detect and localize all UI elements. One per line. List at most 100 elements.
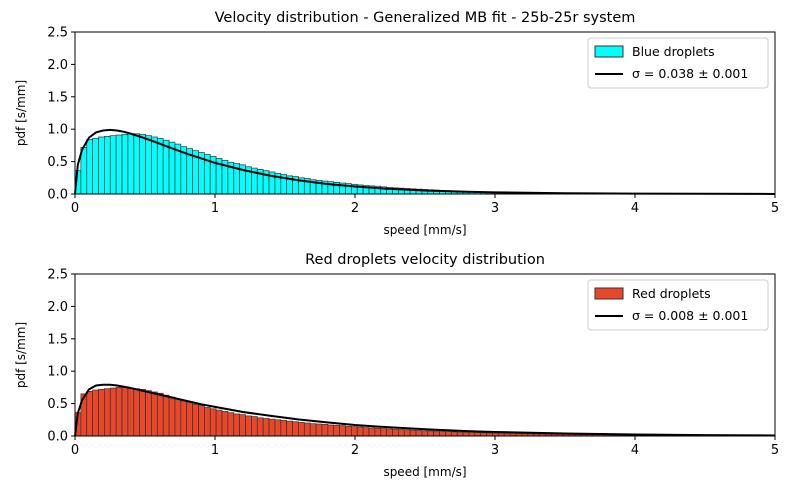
plot-frame <box>74 31 776 195</box>
histogram-bar <box>98 136 105 195</box>
histogram-bar <box>450 431 458 437</box>
histogram-bar <box>380 428 387 437</box>
histogram-bar <box>109 387 117 437</box>
histogram-bar <box>303 422 311 437</box>
histogram-bar <box>139 134 146 195</box>
histogram-bar <box>156 137 164 195</box>
histogram-bar <box>292 421 299 437</box>
histogram-bar <box>204 407 211 437</box>
histogram-bar <box>239 414 246 437</box>
histogram-bar <box>433 430 440 437</box>
histogram-bar <box>362 427 370 437</box>
legend-entry-histogram: Red droplets <box>632 286 711 301</box>
x-tick-label: 5 <box>771 443 779 458</box>
y-axis-ticks: 0.0 0.5 1.0 1.5 2.0 2.5 <box>47 26 75 203</box>
histogram-bar <box>162 394 170 437</box>
legend-patch-icon <box>594 287 624 300</box>
blue-droplets-panel: Velocity distribution - Generalized MB f… <box>14 10 779 237</box>
histogram-bar <box>280 420 288 437</box>
y-tick-label: 0.5 <box>47 397 68 412</box>
histogram-bar <box>192 403 199 437</box>
y-tick-label: 2.5 <box>47 268 68 283</box>
x-tick-label: 3 <box>491 201 499 216</box>
histogram-bar <box>109 135 117 195</box>
histogram-bar <box>115 387 123 437</box>
x-axis-ticks: 0 1 2 3 4 5 <box>71 194 779 216</box>
y-tick-label: 0.0 <box>47 188 68 203</box>
histogram-bar <box>145 390 152 437</box>
x-tick-label: 2 <box>351 201 359 216</box>
fit-curve <box>74 128 776 195</box>
x-tick-label: 0 <box>71 201 79 216</box>
histogram-bar <box>104 135 111 195</box>
histogram-bar <box>145 135 152 195</box>
histogram-bar <box>351 426 358 437</box>
histogram-bar <box>209 408 217 437</box>
histogram-bar <box>439 431 446 437</box>
histogram-bar <box>386 428 393 437</box>
histogram-bar <box>162 139 170 195</box>
histogram-bar <box>274 419 282 437</box>
x-tick-label: 1 <box>211 443 219 458</box>
histogram-bar <box>98 388 105 437</box>
histogram-bar <box>409 429 417 437</box>
x-tick-label: 5 <box>771 201 779 216</box>
legend-entry-fit: σ = 0.008 ± 0.001 <box>632 308 748 323</box>
histogram-bar <box>474 432 482 437</box>
histogram-bar <box>286 420 293 437</box>
y-tick-label: 2.0 <box>47 58 68 73</box>
histogram-bar <box>227 412 235 437</box>
histogram-bar <box>86 390 93 437</box>
histogram-bar <box>133 388 141 437</box>
fit-curve <box>74 383 776 437</box>
histogram-bar <box>315 423 323 437</box>
histogram-bar <box>115 134 123 195</box>
histogram-bar <box>180 400 188 437</box>
histogram-bar <box>139 388 146 437</box>
histogram-bar <box>456 431 464 437</box>
histogram-bar <box>403 429 411 437</box>
histogram-bar <box>298 422 305 437</box>
legend-box <box>587 279 769 331</box>
legend: Red droplets σ = 0.008 ± 0.001 <box>587 279 769 331</box>
histogram-bar <box>168 396 176 437</box>
x-tick-label: 4 <box>631 201 639 216</box>
x-axis-ticks: 0 1 2 3 4 5 <box>71 436 779 458</box>
histogram-bar <box>421 430 429 437</box>
x-axis-label: speed [mm/s] <box>383 223 466 237</box>
histogram-bar <box>151 391 158 437</box>
histogram-bar <box>356 426 364 437</box>
histogram-bar <box>92 389 99 437</box>
y-tick-label: 2.0 <box>47 300 68 315</box>
histogram-bar <box>321 423 329 437</box>
histogram-bar <box>174 398 182 437</box>
histogram-bar <box>215 409 223 437</box>
legend-patch-icon <box>594 45 624 58</box>
histogram-bar <box>251 416 258 437</box>
x-tick-label: 1 <box>211 201 219 216</box>
histogram-bar <box>186 401 193 437</box>
x-tick-label: 2 <box>351 443 359 458</box>
y-tick-label: 2.5 <box>47 26 68 41</box>
histogram-bar <box>468 432 476 437</box>
x-tick-label: 4 <box>631 443 639 458</box>
plot-frame <box>74 273 776 437</box>
histogram-bar <box>133 133 141 195</box>
histogram-bar <box>86 139 93 195</box>
histogram-bar <box>127 133 135 195</box>
x-tick-label: 3 <box>491 443 499 458</box>
legend: Blue droplets σ = 0.038 ± 0.001 <box>587 37 769 89</box>
x-tick-label: 0 <box>71 443 79 458</box>
histogram-bar <box>345 425 352 437</box>
y-tick-label: 0.5 <box>47 155 68 170</box>
y-tick-label: 1.0 <box>47 123 68 138</box>
histogram-bar <box>262 418 270 437</box>
histogram-bar <box>121 387 129 437</box>
y-tick-label: 0.0 <box>47 430 68 445</box>
chart-title: Red droplets velocity distribution <box>305 252 545 268</box>
histogram-bar <box>151 136 158 195</box>
histogram-bar <box>392 428 399 437</box>
x-axis-label: speed [mm/s] <box>383 465 466 479</box>
histogram-bar <box>268 418 276 437</box>
histogram-bar <box>415 430 423 437</box>
